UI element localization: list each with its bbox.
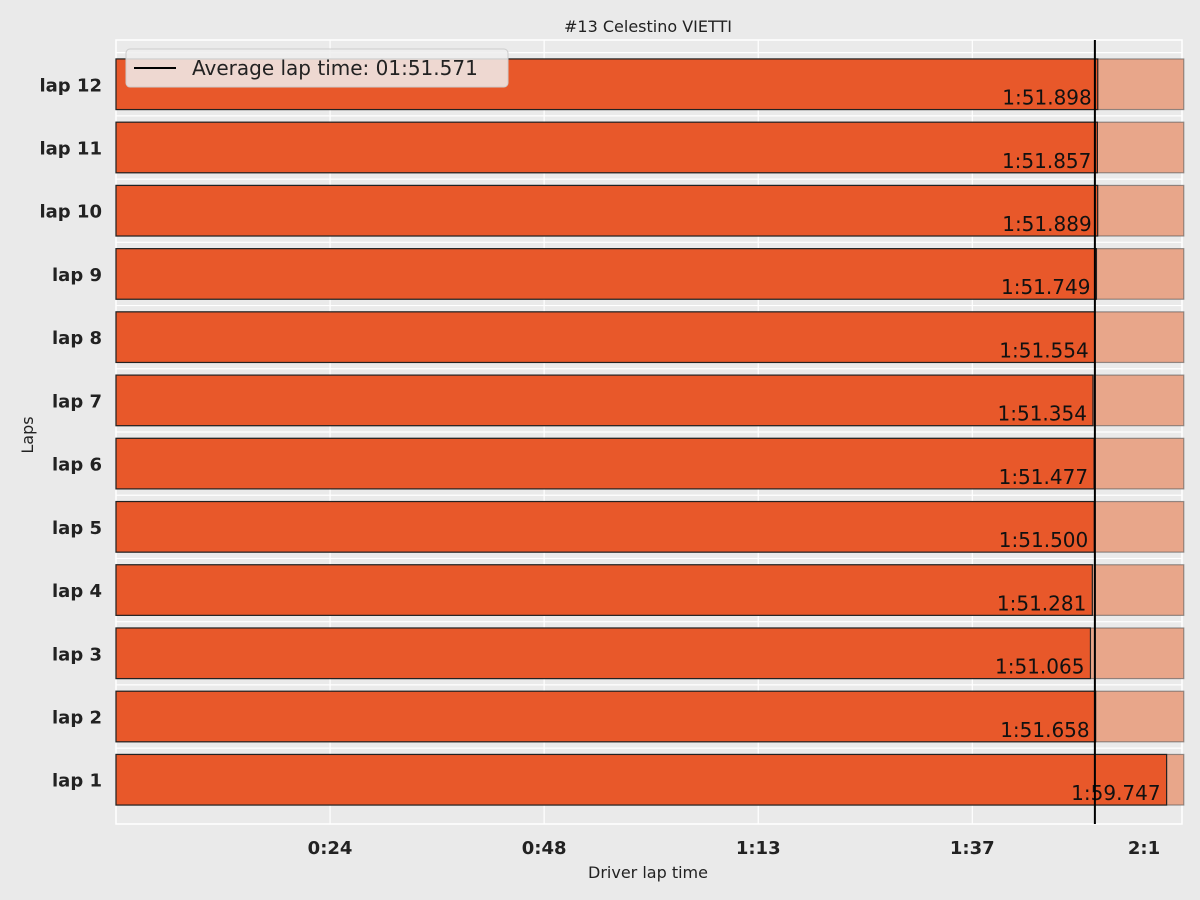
lap-bar: [115, 311, 1096, 364]
x-tick-label: 0:24: [308, 838, 353, 859]
lap-bar: [115, 500, 1095, 553]
lap-time-label: 1:51.898: [1002, 86, 1091, 110]
y-tick-label: lap 3: [52, 644, 102, 665]
y-tick-label: lap 11: [39, 138, 102, 159]
lap-bar: [115, 374, 1094, 427]
lap-bar: [115, 437, 1095, 490]
chart-title: #13 Celestino VIETTI: [564, 17, 732, 36]
plot-area: 1:59.747 1:51.658 1:51.065 1:51.281 1:51.500…: [39, 39, 1185, 859]
y-tick-label: lap 6: [52, 455, 102, 476]
x-tick-label: 0:48: [522, 838, 567, 859]
lap-bar: [115, 753, 1168, 806]
lap-time-label: 1:51.889: [1002, 212, 1091, 236]
y-tick-label: lap 10: [39, 202, 102, 223]
lap-bar: [115, 627, 1092, 680]
y-tick-label: lap 9: [52, 265, 102, 286]
lap-bar: [115, 690, 1097, 743]
legend-box: [125, 48, 509, 88]
lap-time-label: 1:51.500: [999, 528, 1088, 552]
lap-time-label: 1:51.554: [999, 338, 1088, 362]
y-tick-label: lap 2: [52, 708, 102, 729]
y-tick-label: lap 7: [52, 391, 102, 412]
lap-time-label: 1:59.747: [1071, 781, 1160, 805]
y-tick-label: lap 12: [39, 75, 102, 96]
lap-bar: [115, 121, 1098, 174]
x-tick-label: 2:1: [1128, 838, 1160, 859]
x-tick-label: 1:37: [950, 838, 995, 859]
y-tick-label: lap 4: [52, 581, 102, 602]
lap-bar: [115, 184, 1099, 237]
lap-time-label: 1:51.658: [1000, 718, 1089, 742]
lap-time-label: 1:51.065: [995, 655, 1084, 679]
lap-bar: [115, 248, 1098, 300]
legend-average-label: Average lap time: 01:51.571: [192, 56, 478, 80]
lap-time-label: 1:51.477: [999, 465, 1088, 489]
y-tick-label: lap 8: [52, 328, 102, 349]
x-axis-label: Driver lap time: [588, 863, 708, 882]
x-tick-label: 1:13: [736, 838, 781, 859]
y-tick-label: lap 1: [52, 771, 102, 792]
lap-time-label: 1:51.354: [998, 402, 1087, 426]
lap-time-label: 1:51.857: [1002, 149, 1091, 173]
y-tick-label: lap 5: [52, 518, 102, 539]
lap-time-label: 1:51.281: [997, 591, 1086, 615]
y-axis-label: Laps: [18, 416, 37, 453]
lap-bar: [115, 564, 1093, 616]
lap-time-label: 1:51.749: [1001, 275, 1090, 299]
